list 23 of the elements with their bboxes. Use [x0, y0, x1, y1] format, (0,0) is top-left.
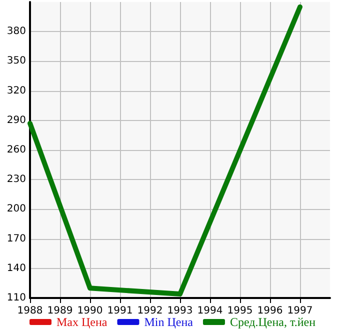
x-tick-label: 1996 [257, 306, 283, 316]
y-tick-label: 260 [6, 144, 26, 156]
y-tick-label: 380 [6, 26, 26, 38]
legend-label: Min Цена [144, 315, 194, 329]
x-tick-label: 1992 [137, 306, 163, 316]
legend-label: Max Цена [56, 315, 108, 329]
x-tick-label: 1990 [77, 306, 103, 316]
y-tick-label: 170 [6, 233, 26, 244]
x-tick-label: 1991 [107, 306, 133, 316]
x-tick-label: 1993 [167, 306, 193, 316]
y-tick-label: 200 [6, 204, 26, 215]
y-tick-label: 350 [6, 56, 26, 67]
y-tick-label: 110 [6, 292, 26, 304]
x-tick-label: 1994 [197, 306, 223, 316]
y-tick-label: 320 [6, 85, 26, 96]
x-tick-label: 1995 [227, 306, 253, 316]
y-tick-label: 230 [6, 174, 26, 186]
y-tick-label: 290 [6, 114, 26, 126]
x-tick-label: 1988 [17, 306, 43, 316]
legend-label: Сред.Цена, т.йен [230, 315, 316, 329]
x-tick-label: 1989 [47, 306, 73, 316]
x-tick-label: 1997 [287, 306, 313, 316]
y-tick-label: 140 [6, 262, 26, 274]
